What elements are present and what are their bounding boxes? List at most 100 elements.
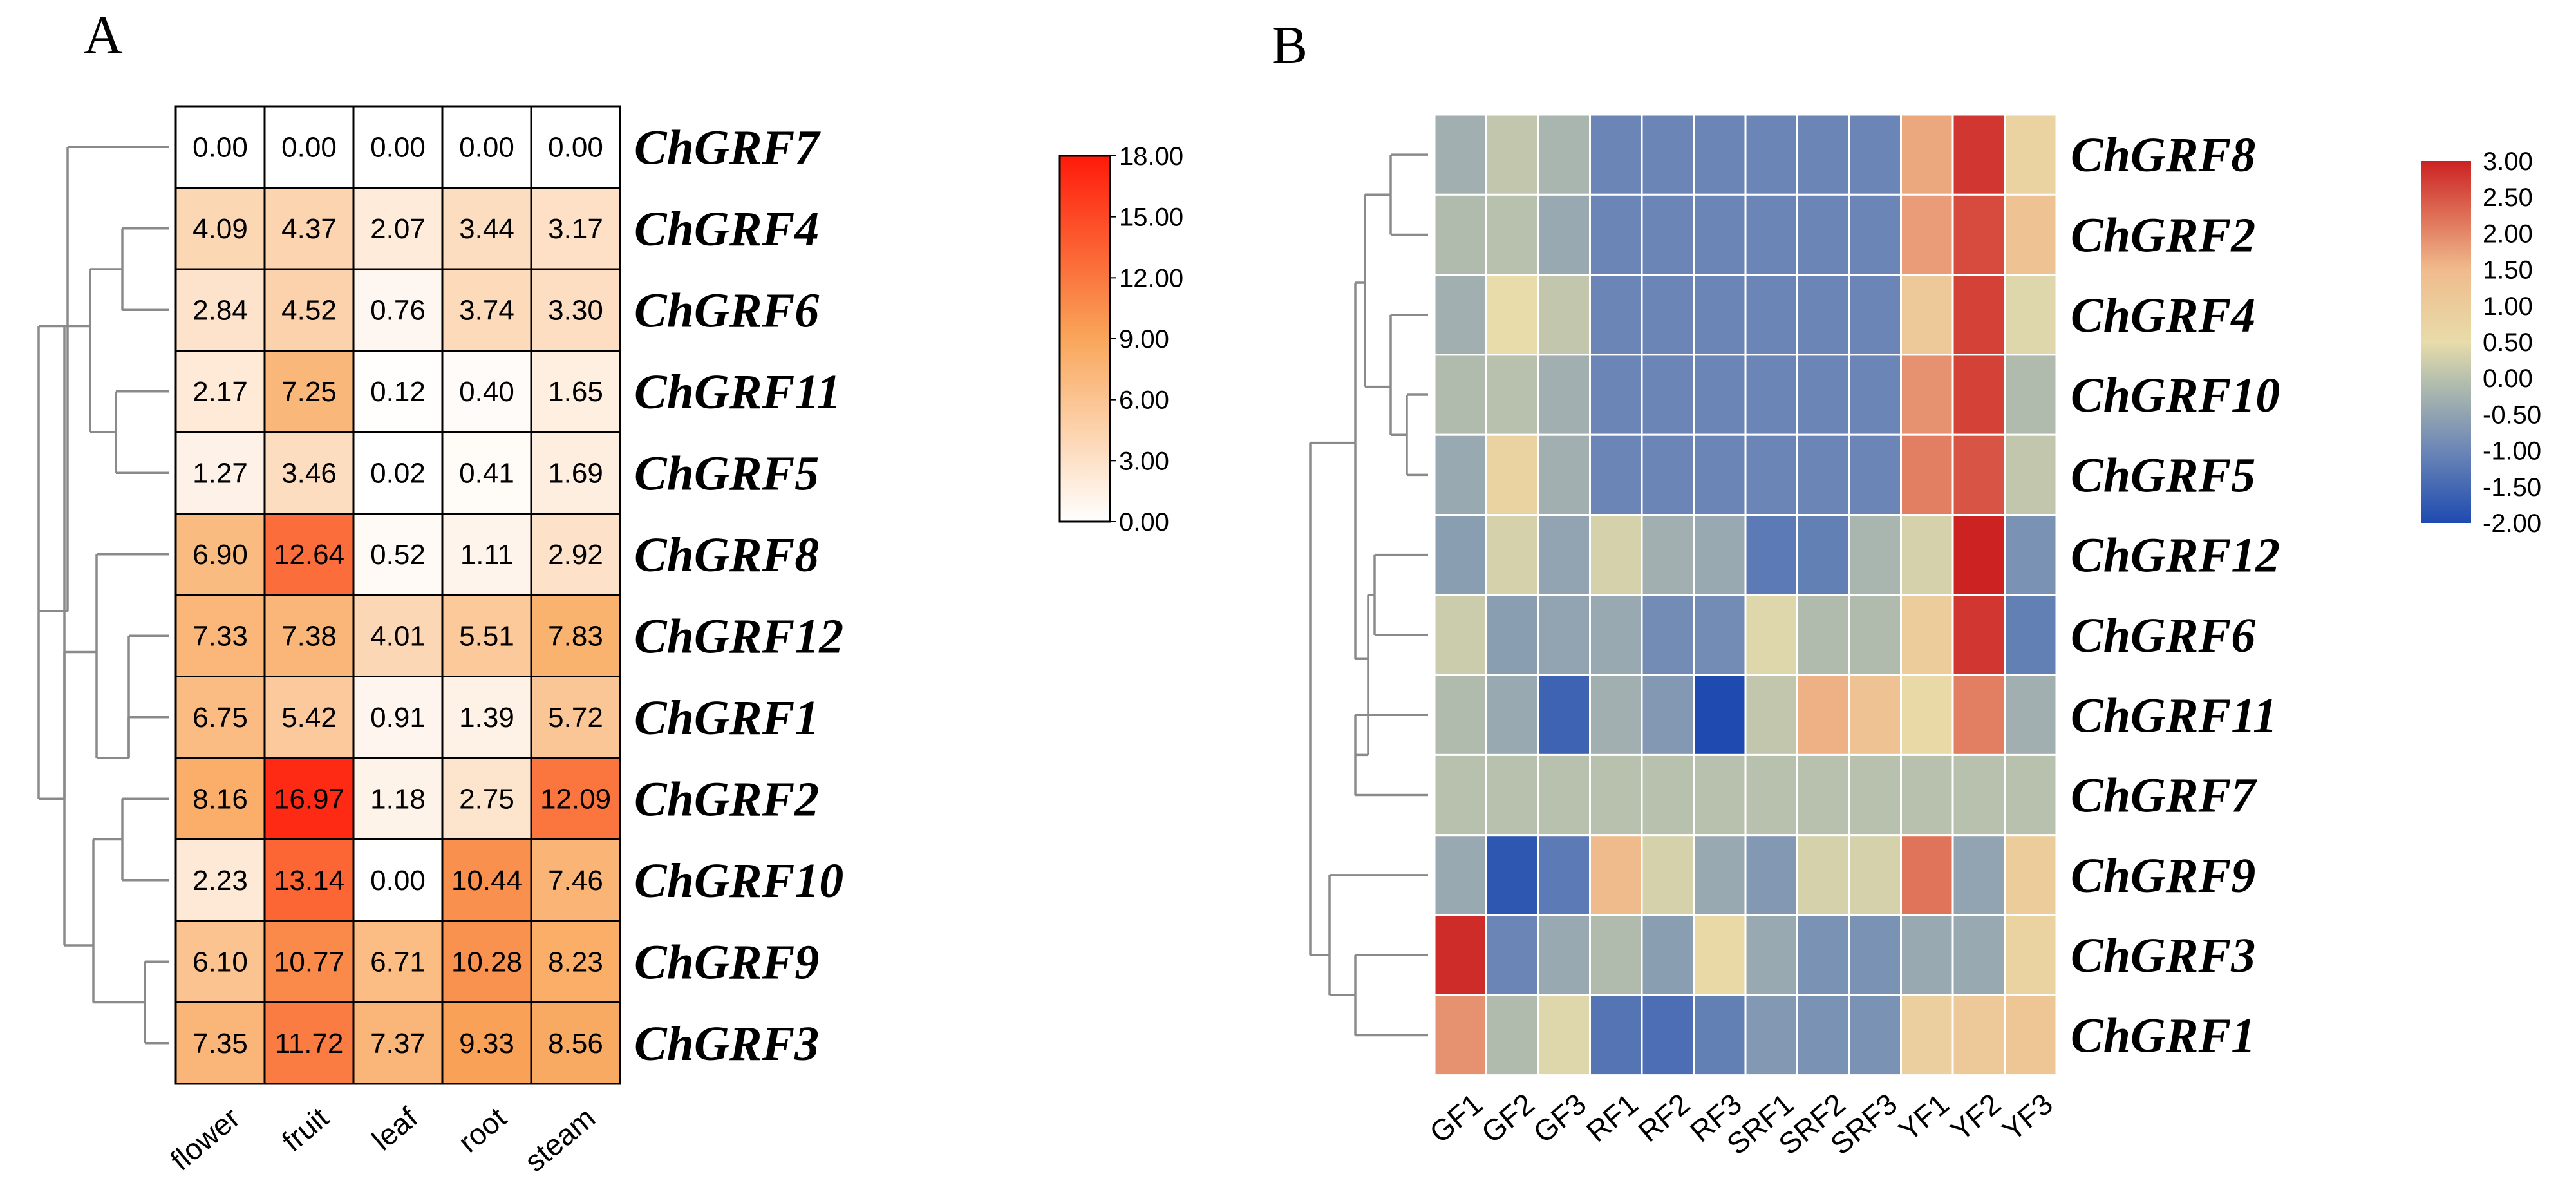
colorbar-tick-label: 0.00: [1119, 508, 1169, 536]
cell-value-label: 1.69: [548, 457, 603, 489]
row-label: ChGRF10: [634, 854, 843, 908]
row-label: ChGRF5: [634, 446, 819, 500]
heatmap-cell: [1693, 354, 1747, 436]
heatmap-cell: [1796, 514, 1850, 596]
heatmap-cell: [1744, 753, 1798, 837]
heatmap-cell: [263, 268, 355, 352]
heatmap-cell: [1951, 834, 2006, 916]
heatmap-cell: [1433, 594, 1487, 676]
heatmap-cell: [1744, 594, 1798, 676]
heatmap-cell: [174, 757, 266, 840]
heatmap-cell: [1693, 193, 1747, 276]
row-label: ChGRF1: [634, 691, 819, 745]
heatmap-cell: [1951, 674, 2006, 756]
heatmap-cell: [1796, 354, 1850, 436]
heatmap-cell: [1433, 193, 1487, 276]
heatmap-cell: [1951, 274, 2006, 356]
heatmap-cell: [1744, 274, 1798, 356]
heatmap-cell: [1589, 674, 1643, 756]
heatmap-cell: [1433, 433, 1487, 516]
heatmap-cell: [1433, 674, 1487, 756]
cell-value-label: 3.17: [548, 213, 603, 245]
heatmap-cell: [1900, 433, 1954, 516]
cell-value-label: 0.00: [459, 131, 514, 163]
heatmap-cell: [1848, 354, 1902, 436]
heatmap-cell: [352, 350, 444, 433]
heatmap-cell: [1848, 674, 1902, 756]
heatmap-cell: [1951, 354, 2006, 436]
cell-value-label: 3.44: [459, 213, 514, 245]
colorbar-tick-label: -2.00: [2483, 509, 2541, 538]
colorbar-tick-label: 1.00: [2483, 292, 2533, 321]
heatmap-cell: [1485, 834, 1539, 916]
heatmap-cell: [1589, 753, 1643, 837]
heatmap-cell: [1537, 193, 1591, 276]
heatmap-cell: [1641, 834, 1695, 916]
heatmap-cell: [2004, 433, 2058, 516]
row-label: ChGRF11: [634, 365, 841, 419]
heatmap-cell: [1485, 514, 1539, 596]
cell-value-label: 1.39: [459, 702, 514, 733]
heatmap-cell: [1641, 753, 1695, 837]
heatmap-cell: [1951, 113, 2006, 196]
heatmap-cell: [1848, 914, 1902, 996]
heatmap-cell: [352, 513, 444, 596]
heatmap-cell: [1744, 514, 1798, 596]
cell-value-label: 2.75: [459, 783, 514, 815]
row-label: ChGRF12: [2071, 529, 2280, 583]
heatmap-cell: [1693, 994, 1747, 1077]
panel-letter-b: B: [1272, 15, 1308, 75]
heatmap-cell: [1796, 113, 1850, 196]
cell-value-label: 2.92: [548, 539, 603, 571]
heatmap-cell: [1537, 594, 1591, 676]
heatmap-cell: [1693, 113, 1747, 196]
heatmap-cell: [2004, 834, 2058, 916]
heatmap-cell: [2004, 914, 2058, 996]
cell-value-label: 2.07: [370, 213, 426, 245]
row-label: ChGRF6: [634, 283, 819, 337]
cell-value-label: 5.42: [281, 702, 337, 733]
cell-value-label: 4.01: [370, 620, 426, 652]
heatmap-cell: [1589, 193, 1643, 276]
heatmap-cell: [1589, 514, 1643, 596]
heatmap-cell: [1796, 994, 1850, 1077]
heatmap-cell: [1433, 354, 1487, 436]
heatmap-cell: [1744, 674, 1798, 756]
heatmap-cell: [441, 268, 532, 352]
heatmap-cell: [2004, 753, 2058, 837]
colorbar-tick-label: 2.00: [2483, 220, 2533, 248]
row-label: ChGRF3: [2071, 929, 2255, 983]
row-label: ChGRF3: [634, 1017, 819, 1071]
heatmap-cell: [1589, 274, 1643, 356]
cell-value-label: 5.51: [459, 620, 514, 652]
cell-value-label: 6.10: [193, 946, 248, 978]
heatmap-cell: [1537, 433, 1591, 516]
heatmap-cell: [1848, 834, 1902, 916]
cell-value-label: 4.52: [281, 294, 337, 326]
heatmap-cell: [1693, 274, 1747, 356]
heatmap-cell: [530, 1001, 621, 1085]
heatmap-cell: [1796, 834, 1850, 916]
heatmap-cell: [1641, 674, 1695, 756]
heatmap-cell: [441, 431, 532, 515]
heatmap-cell: [263, 187, 355, 270]
row-label: ChGRF5: [2071, 448, 2255, 502]
heatmap-cell: [1900, 753, 1954, 837]
heatmap-cell: [352, 594, 444, 677]
heatmap-cell: [1796, 433, 1850, 516]
heatmap-cell: [1951, 994, 2006, 1077]
heatmap-cell: [1641, 354, 1695, 436]
heatmap-cell: [1537, 354, 1591, 436]
cell-value-label: 8.23: [548, 946, 603, 978]
cell-value-label: 7.38: [281, 620, 337, 652]
heatmap-cell: [441, 594, 532, 677]
heatmap-cell: [1796, 674, 1850, 756]
heatmap-cell: [1641, 433, 1695, 516]
row-label: ChGRF8: [634, 528, 819, 582]
heatmap-cell: [1589, 914, 1643, 996]
heatmap-cell: [2004, 274, 2058, 356]
row-label: ChGRF6: [2071, 609, 2255, 663]
heatmap-cell: [174, 513, 266, 596]
heatmap-cell: [1641, 113, 1695, 196]
heatmap-cell: [174, 676, 266, 759]
